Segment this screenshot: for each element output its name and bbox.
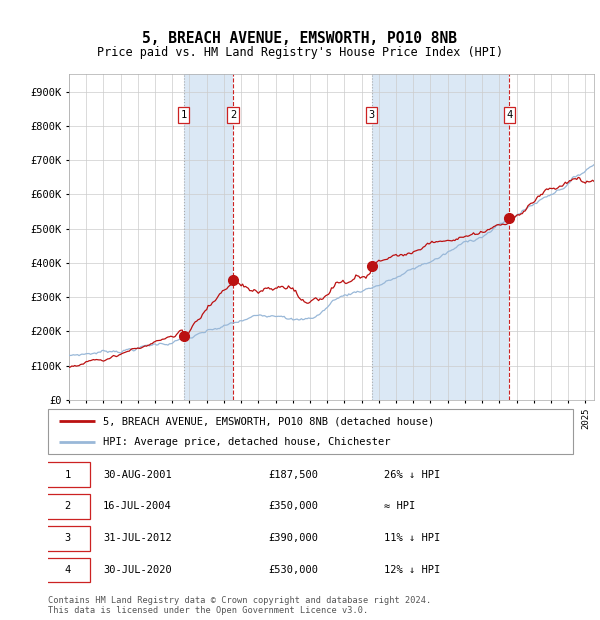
Text: 3: 3 (368, 110, 375, 120)
Text: 2: 2 (230, 110, 236, 120)
FancyBboxPatch shape (46, 463, 90, 487)
Text: 1: 1 (181, 110, 187, 120)
Text: 2: 2 (64, 502, 71, 512)
Text: 12% ↓ HPI: 12% ↓ HPI (384, 565, 440, 575)
Text: £530,000: £530,000 (269, 565, 319, 575)
Text: £187,500: £187,500 (269, 470, 319, 480)
Text: £350,000: £350,000 (269, 502, 319, 512)
FancyBboxPatch shape (46, 526, 90, 551)
Text: £390,000: £390,000 (269, 533, 319, 543)
Text: HPI: Average price, detached house, Chichester: HPI: Average price, detached house, Chic… (103, 436, 391, 447)
Text: 3: 3 (64, 533, 71, 543)
Text: 30-AUG-2001: 30-AUG-2001 (103, 470, 172, 480)
Bar (371, 74, 509, 400)
Text: 5, BREACH AVENUE, EMSWORTH, PO10 8NB (detached house): 5, BREACH AVENUE, EMSWORTH, PO10 8NB (de… (103, 416, 434, 427)
Text: 16-JUL-2004: 16-JUL-2004 (103, 502, 172, 512)
FancyBboxPatch shape (48, 409, 573, 454)
FancyBboxPatch shape (46, 494, 90, 519)
Bar (184, 74, 233, 400)
Text: 11% ↓ HPI: 11% ↓ HPI (384, 533, 440, 543)
Text: Price paid vs. HM Land Registry's House Price Index (HPI): Price paid vs. HM Land Registry's House … (97, 46, 503, 58)
FancyBboxPatch shape (46, 557, 90, 582)
Text: 4: 4 (506, 110, 512, 120)
Text: 30-JUL-2020: 30-JUL-2020 (103, 565, 172, 575)
Text: 5, BREACH AVENUE, EMSWORTH, PO10 8NB: 5, BREACH AVENUE, EMSWORTH, PO10 8NB (143, 31, 458, 46)
Text: 31-JUL-2012: 31-JUL-2012 (103, 533, 172, 543)
Text: 4: 4 (64, 565, 71, 575)
Text: ≈ HPI: ≈ HPI (384, 502, 415, 512)
Text: 26% ↓ HPI: 26% ↓ HPI (384, 470, 440, 480)
Text: Contains HM Land Registry data © Crown copyright and database right 2024.
This d: Contains HM Land Registry data © Crown c… (48, 596, 431, 615)
Text: 1: 1 (64, 470, 71, 480)
